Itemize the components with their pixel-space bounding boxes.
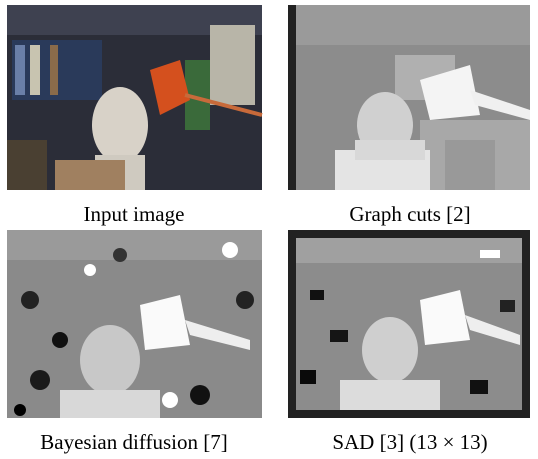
sad-map (288, 230, 530, 418)
figure: Input image Graph cuts [2] Bayesian diff… (0, 0, 538, 454)
caption: Bayesian diffusion [7] (40, 430, 227, 454)
caption: SAD [3] (13 × 13) (332, 430, 487, 454)
caption: Input image (84, 202, 185, 226)
graph-cuts-map (288, 5, 530, 190)
caption: Graph cuts [2] (349, 202, 470, 226)
bayesian-diffusion-map (7, 230, 262, 418)
input-image (7, 5, 262, 190)
